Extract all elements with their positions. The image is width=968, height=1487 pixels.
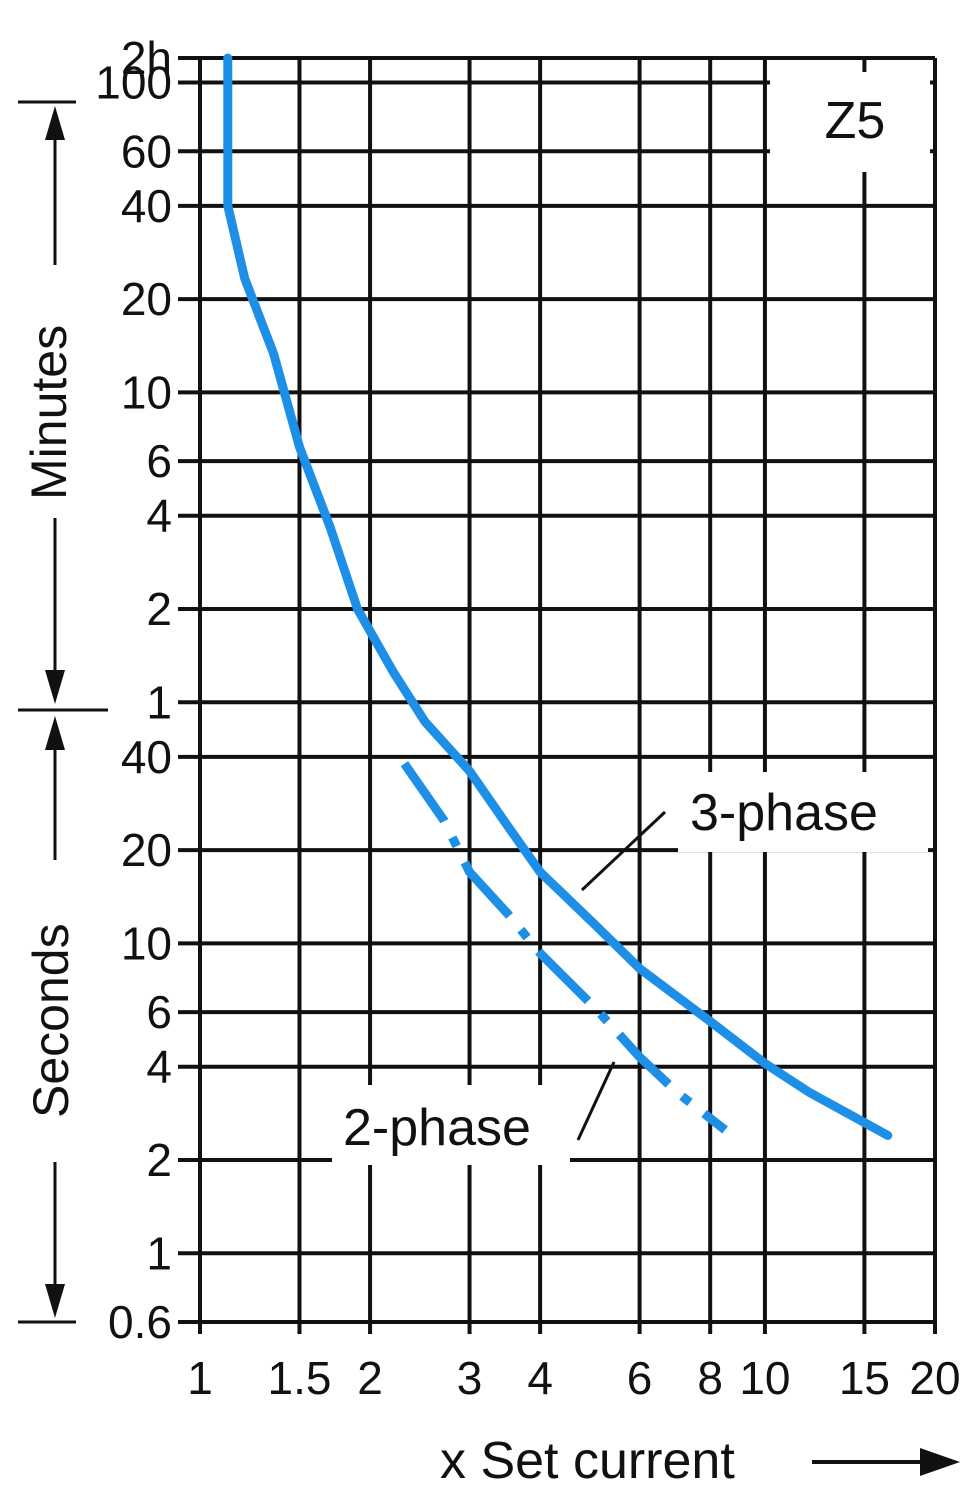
x-tick-label-4: 4 xyxy=(527,1352,553,1404)
y-tick-label-11: 20 xyxy=(121,824,172,876)
x-tick-label-6: 8 xyxy=(697,1352,723,1404)
seconds-arrow-up-icon xyxy=(45,716,65,750)
y-tick-label-10: 40 xyxy=(121,731,172,783)
annotation-box: Z5 xyxy=(770,72,930,172)
y-tick-label-16: 1 xyxy=(146,1227,172,1279)
seconds-label: Seconds xyxy=(23,923,79,1118)
y-tick-label-15: 2 xyxy=(146,1134,172,1186)
series-label-bg-3-phase xyxy=(678,772,928,852)
minutes-arrow-up-icon xyxy=(45,106,65,140)
minutes-label: Minutes xyxy=(21,325,77,500)
x-tick-label-3: 3 xyxy=(457,1352,483,1404)
x-tick-label-9: 20 xyxy=(909,1352,960,1404)
series-label-bg-2-phase xyxy=(332,1085,570,1165)
series-leader-2-phase xyxy=(576,1061,616,1141)
series-leader-3-phase xyxy=(580,810,667,892)
tick-labels: 1 1.5 2 3 4 6 8 10 15 202h10060402010642140201064… xyxy=(95,32,960,1404)
y-tick-label-4: 20 xyxy=(121,273,172,325)
y-tick-label-2: 60 xyxy=(121,125,172,177)
x-tick-label-5: 6 xyxy=(627,1352,653,1404)
y-tick-label-3: 40 xyxy=(121,180,172,232)
y-tick-label-17: 0.6 xyxy=(108,1296,172,1348)
annotation-box-bg xyxy=(770,72,930,172)
y-tick-label-9: 1 xyxy=(146,676,172,728)
x-tick-label-2: 2 xyxy=(357,1352,383,1404)
series-curves xyxy=(223,53,893,1140)
y-tick-label-13: 6 xyxy=(146,986,172,1038)
y-tick-label-7: 4 xyxy=(146,490,172,542)
y-tick-label-1: 100 xyxy=(95,57,172,109)
x-tick-label-7: 10 xyxy=(739,1352,790,1404)
y-tick-label-14: 4 xyxy=(146,1041,172,1093)
series-label-3-phase: 3-phase xyxy=(690,784,878,842)
y-unit-indicators: Minutes Seconds xyxy=(18,100,108,1324)
x-tick-label-1: 1.5 xyxy=(268,1352,332,1404)
x-tick-label-0: 1 xyxy=(187,1352,213,1404)
x-tick-label-8: 15 xyxy=(839,1352,890,1404)
y-tick-label-5: 10 xyxy=(121,366,172,418)
series-label-2-phase: 2-phase xyxy=(343,1099,531,1157)
series-labels: 3-phase 2-phase xyxy=(332,772,928,1165)
y-tick-label-0: 2h xyxy=(121,32,172,84)
annotation-box-label: Z5 xyxy=(825,92,886,150)
x-axis-label: x Set current xyxy=(440,1432,735,1487)
minutes-arrow-down-icon xyxy=(45,670,65,704)
series-line-2-phase xyxy=(400,761,728,1134)
series-line-3-phase xyxy=(223,53,893,1140)
seconds-arrow-down-icon xyxy=(45,1284,65,1318)
x-axis-arrow-icon xyxy=(920,1448,960,1476)
y-tick-label-8: 2 xyxy=(146,583,172,635)
x-axis-label-group: x Set current xyxy=(440,1432,960,1487)
y-tick-label-6: 6 xyxy=(146,435,172,487)
y-tick-label-12: 10 xyxy=(121,917,172,969)
